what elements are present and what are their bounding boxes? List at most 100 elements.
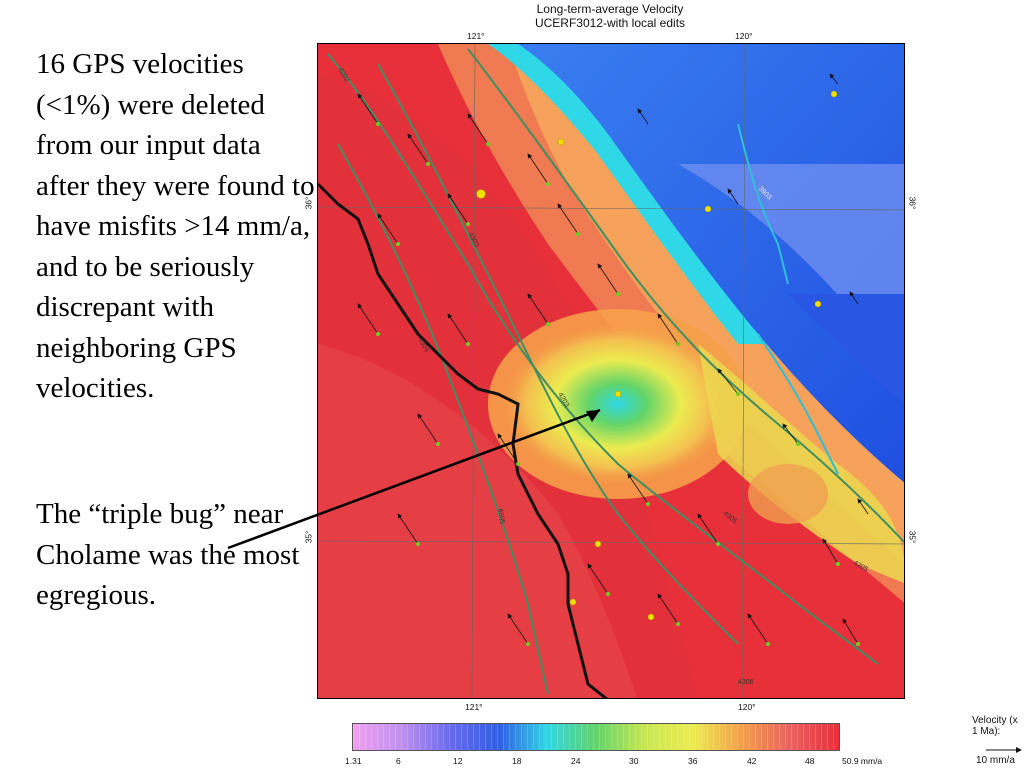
gps-arrow <box>357 303 379 335</box>
gps-site <box>466 342 470 346</box>
velocity-key-reference: 10 mm/a <box>976 755 1015 766</box>
meridian-121 <box>471 44 476 698</box>
left-tick-36: 36° <box>303 196 314 210</box>
gps-site <box>716 542 720 546</box>
scale-tick-42: 42 <box>747 756 757 766</box>
scale-stripes <box>353 724 839 750</box>
deleted-site <box>594 540 602 548</box>
gps-arrow <box>627 473 649 505</box>
gps-arrow <box>697 513 719 545</box>
fault-trace-2 <box>467 48 904 544</box>
gps-site <box>526 642 530 646</box>
gps-site <box>376 332 380 336</box>
gps-arrow <box>727 188 739 205</box>
scale-tick-48: 48 <box>805 756 815 766</box>
color-scale-canvas <box>353 724 839 750</box>
gps-site <box>436 442 440 446</box>
scale-tick-18: 18 <box>512 756 522 766</box>
scale-tick-24: 24 <box>571 756 581 766</box>
triple-bug-anomaly <box>503 324 733 484</box>
gps-arrow <box>447 193 469 225</box>
coastline <box>318 182 608 698</box>
gps-arrow <box>657 593 679 625</box>
scale-tick-36: 36 <box>688 756 698 766</box>
gps-arrow <box>717 368 739 395</box>
meridian-120 <box>741 44 746 698</box>
right-tick-36: 36° <box>907 196 918 210</box>
gps-arrow <box>822 538 839 565</box>
triple-bug-text: The “triple bug” near Cholame was the mo… <box>36 498 300 611</box>
velocity-key-title: Velocity (x 1 Ma): <box>972 715 1018 737</box>
gps-site <box>646 502 650 506</box>
gps-sites <box>376 122 860 646</box>
gps-site <box>676 342 680 346</box>
north-american-field <box>518 44 904 483</box>
deleted-site <box>614 390 622 398</box>
gps-arrow <box>597 263 619 295</box>
top-tick-121: 121° <box>467 31 485 41</box>
bottom-tick-121: 121° <box>465 702 483 712</box>
fault-label-4306: 4306 <box>738 679 754 686</box>
deleted-site <box>704 205 712 213</box>
map-title-line1: Long-term-average Velocity <box>536 2 684 16</box>
fault-trace-6 <box>757 333 839 475</box>
gps-arrow <box>842 618 859 645</box>
gps-site <box>416 542 420 546</box>
gps-site <box>736 392 740 396</box>
gps-site <box>396 242 400 246</box>
gps-site <box>616 292 620 296</box>
scale-max-label: 50.9 mm/a <box>842 756 883 766</box>
gps-arrow <box>527 293 549 325</box>
gps-site <box>796 442 800 446</box>
velocity-map-canvas: 4202 4303 3903 4203 4305 4304 6505 4205 … <box>318 44 904 698</box>
gps-arrow <box>557 203 579 235</box>
gps-site <box>576 232 580 236</box>
yellow-band <box>698 344 904 584</box>
gps-arrow <box>587 563 609 595</box>
gps-arrow <box>637 108 649 125</box>
gps-site <box>426 162 430 166</box>
gps-site <box>546 182 550 186</box>
deleted-site <box>814 300 822 308</box>
gps-arrow <box>782 423 799 445</box>
bottom-tick-120: 120° <box>738 702 756 712</box>
scale-tick-12: 12 <box>453 756 463 766</box>
gps-arrow <box>507 613 529 645</box>
map-title: Long-term-average Velocity UCERF3012-wit… <box>460 2 760 30</box>
gps-site <box>766 642 770 646</box>
right-tick-35: 35° <box>907 530 918 544</box>
gps-arrow <box>527 153 549 185</box>
gps-site <box>516 462 520 466</box>
gps-site <box>466 222 470 226</box>
cyan-band <box>488 44 768 344</box>
gps-arrow <box>357 93 379 125</box>
velocity-key-arrow <box>986 747 1022 753</box>
deleted-velocities-text: 16 GPS velocities (<1%) were deleted fro… <box>36 48 315 404</box>
gps-site <box>486 142 490 146</box>
gps-arrow <box>849 291 859 305</box>
gps-site <box>606 592 610 596</box>
fault-trace-5 <box>737 123 789 285</box>
gps-arrow <box>829 73 839 85</box>
deleted-site <box>557 138 565 146</box>
gps-site <box>836 562 840 566</box>
blue-purple-patch <box>678 164 904 372</box>
deleted-site <box>647 613 655 621</box>
gps-site <box>856 642 860 646</box>
deleted-site <box>476 189 486 199</box>
deleted-site <box>569 598 577 606</box>
gps-arrow <box>747 613 769 645</box>
gps-arrow <box>407 133 429 165</box>
gps-arrow <box>447 313 469 345</box>
gps-arrow <box>657 313 679 345</box>
scale-tick-6: 6 <box>396 756 401 766</box>
map-title-line2: UCERF3012-with local edits <box>534 16 686 30</box>
fault-trace-san-andreas <box>327 53 879 665</box>
deleted-gps-sites <box>476 90 838 621</box>
velocity-map: 4202 4303 3903 4203 4305 4304 6505 4205 … <box>317 43 905 699</box>
scale-tick-30: 30 <box>629 756 639 766</box>
gps-site <box>376 122 380 126</box>
deep-blue-patch <box>788 294 904 403</box>
key-arrow-head <box>1016 747 1022 753</box>
gps-arrow <box>467 113 489 145</box>
